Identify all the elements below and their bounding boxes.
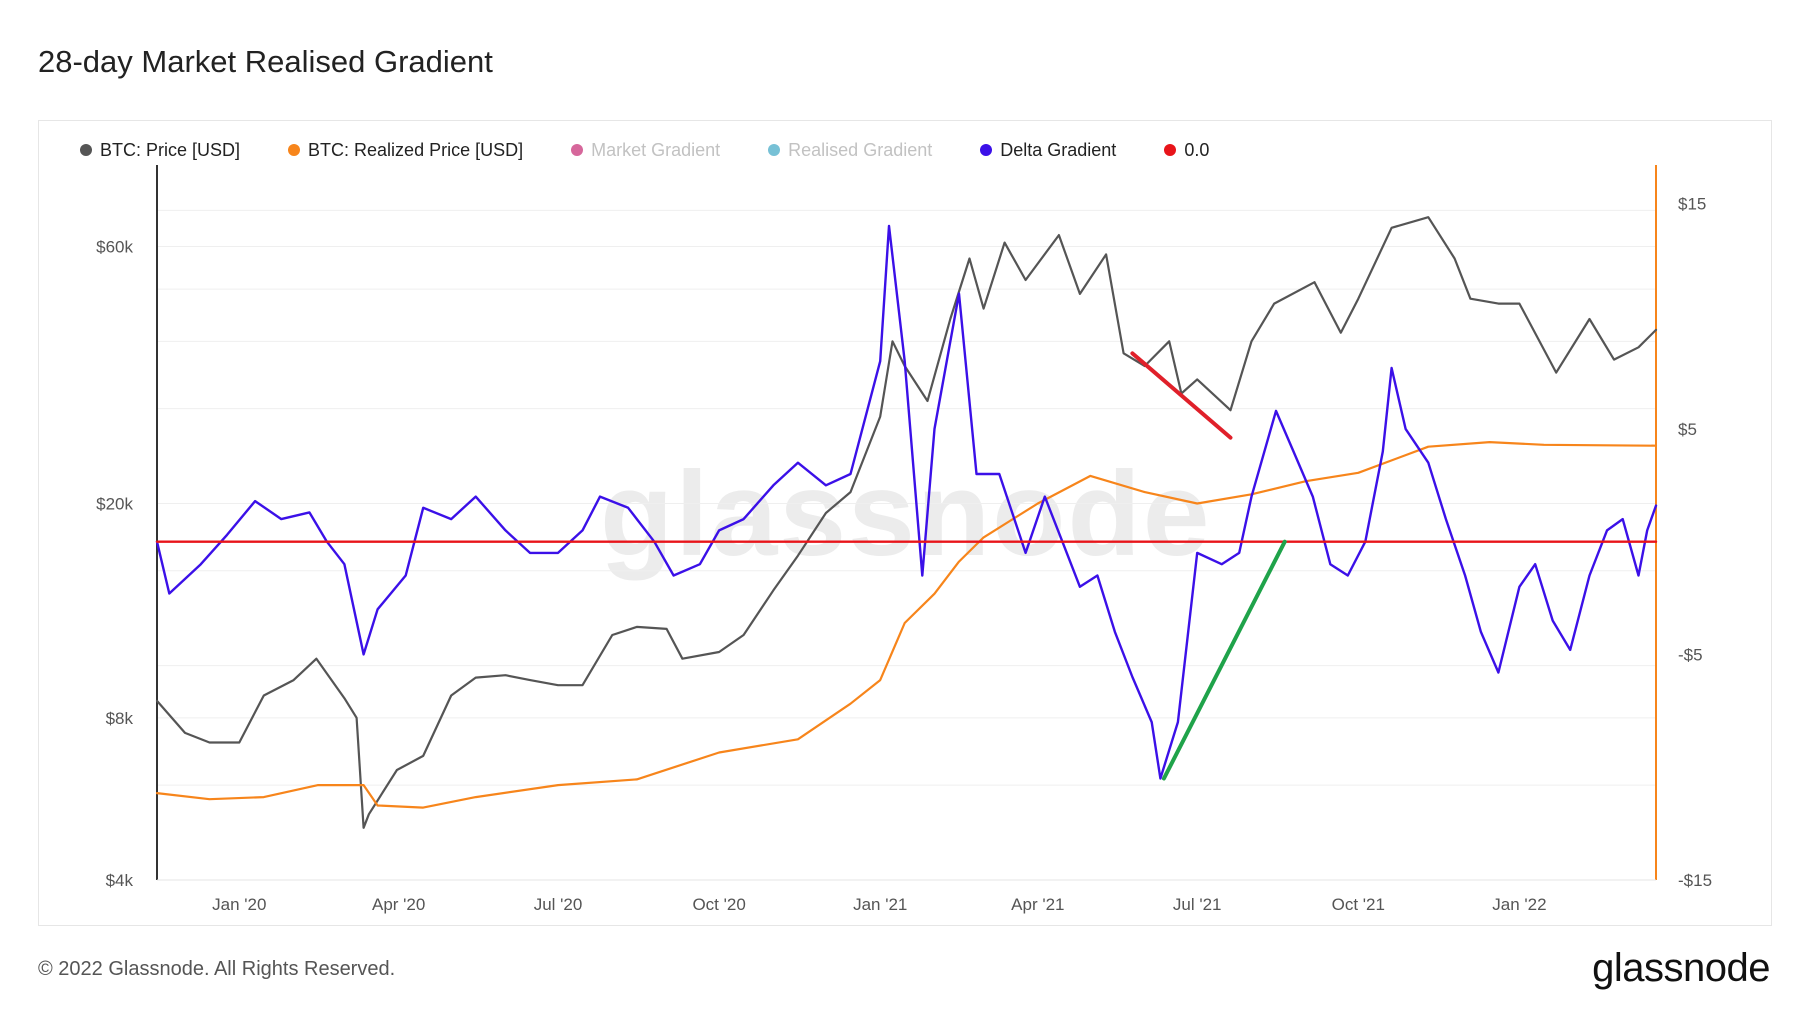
legend-item-zero-line[interactable]: 0.0 — [1164, 140, 1209, 161]
legend-dot-icon — [768, 144, 781, 156]
trendline-annotation — [1130, 351, 1233, 440]
legend-dot-icon — [571, 144, 584, 156]
x-tick-label: Oct '21 — [1332, 895, 1385, 914]
legend-dot-icon — [80, 144, 92, 156]
chart-frame — [38, 120, 1772, 926]
legend-item-market-gradient[interactable]: Market Gradient — [571, 140, 720, 161]
y-left-tick-label: $4k — [106, 871, 134, 890]
legend-label: Market Gradient — [591, 139, 721, 160]
series-line — [155, 224, 1658, 780]
copyright-text: © 2022 Glassnode. All Rights Reserved. — [38, 958, 396, 980]
legend-dot-icon — [980, 144, 993, 156]
y-right-tick-label: $15 — [1678, 194, 1706, 213]
y-left-tick-label: $8k — [106, 709, 134, 728]
legend-dot-icon — [1164, 144, 1177, 156]
legend-label: Realised Gradient — [788, 139, 933, 160]
legend-dot-icon — [288, 144, 301, 156]
x-tick-label: Jan '22 — [1492, 895, 1546, 914]
x-tick-label: Jul '20 — [534, 895, 583, 914]
legend-item-btc-price[interactable]: BTC: Price [USD] — [80, 140, 240, 161]
y-left-tick-label: $20k — [96, 494, 133, 513]
x-tick-label: Oct '20 — [692, 895, 745, 914]
y-right-tick-label: $5 — [1678, 420, 1697, 439]
legend-item-realized-price[interactable]: BTC: Realized Price [USD] — [288, 140, 523, 161]
y-right-tick-label: -$15 — [1678, 871, 1712, 890]
y-right-tick-label: -$5 — [1678, 645, 1703, 664]
x-tick-label: Jan '20 — [212, 895, 266, 914]
chart-title: 28-day Market Realised Gradient — [38, 44, 493, 79]
chart-legend: BTC: Price [USD] BTC: Realized Price [US… — [80, 138, 1257, 162]
series-line — [155, 216, 1658, 829]
legend-label: BTC: Price [USD] — [100, 139, 241, 160]
x-tick-label: Apr '21 — [1011, 895, 1064, 914]
x-tick-label: Jul '21 — [1173, 895, 1222, 914]
legend-item-delta-gradient[interactable]: Delta Gradient — [980, 140, 1116, 161]
y-left-tick-label: $60k — [96, 237, 133, 256]
x-tick-label: Jan '21 — [853, 895, 907, 914]
glassnode-logo: glassnode — [1592, 946, 1770, 990]
legend-item-realised-gradient[interactable]: Realised Gradient — [768, 140, 932, 161]
legend-label: 0.0 — [1184, 139, 1210, 160]
series-line — [155, 441, 1658, 809]
legend-label: Delta Gradient — [1000, 139, 1117, 160]
legend-label: BTC: Realized Price [USD] — [308, 139, 524, 160]
x-tick-label: Apr '20 — [372, 895, 425, 914]
trendline-annotation — [1161, 539, 1287, 781]
